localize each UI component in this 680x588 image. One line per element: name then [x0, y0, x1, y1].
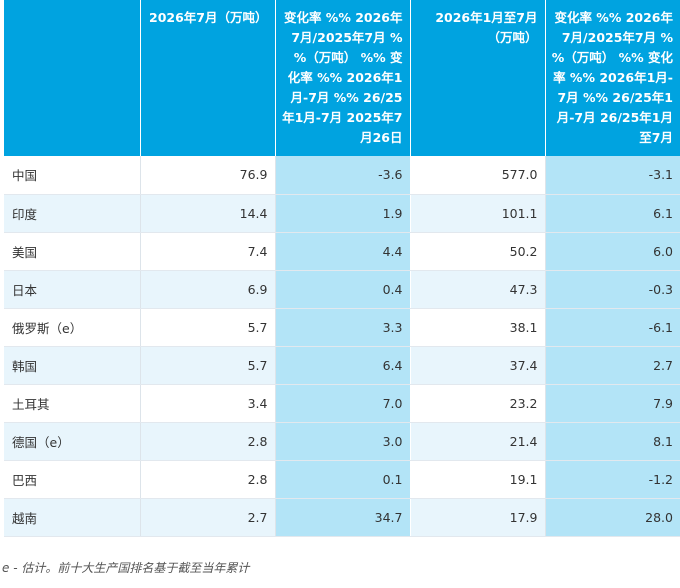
country-cell: 巴西	[4, 460, 141, 499]
ytd-change-cell: 28.0	[545, 498, 680, 537]
header-ytd: 2026年1月至7月（万吨）	[410, 0, 546, 156]
july-value-cell: 2.8	[140, 422, 276, 461]
country-cell: 印度	[4, 194, 141, 233]
july-value-cell: 5.7	[140, 308, 276, 347]
table-row: 俄罗斯（e） 5.7 3.3 38.1 -6.1	[4, 308, 680, 347]
table-body: 中国 76.9 -3.6 577.0 -3.1 印度 14.4 1.9 101.…	[4, 156, 680, 537]
country-cell: 中国	[4, 156, 141, 195]
ytd-value-cell: 101.1	[410, 194, 546, 233]
table-row: 越南 2.7 34.7 17.9 28.0	[4, 498, 680, 537]
country-cell: 俄罗斯（e）	[4, 308, 141, 347]
july-value-cell: 14.4	[140, 194, 276, 233]
july-change-cell: -3.6	[275, 156, 411, 195]
table-row: 美国 7.4 4.4 50.2 6.0	[4, 232, 680, 271]
header-ytd-change: 变化率 %% 2026年7月/2025年7月 %%（万吨） %% 变化率 %% …	[545, 0, 680, 156]
july-value-cell: 5.7	[140, 346, 276, 385]
table-row: 印度 14.4 1.9 101.1 6.1	[4, 194, 680, 233]
ytd-change-cell: 6.0	[545, 232, 680, 271]
july-change-cell: 1.9	[275, 194, 411, 233]
table-row: 德国（e） 2.8 3.0 21.4 8.1	[4, 422, 680, 461]
table-header: 2026年7月（万吨） 变化率 %% 2026年7月/2025年7月 %%（万吨…	[4, 0, 680, 156]
ytd-change-cell: -6.1	[545, 308, 680, 347]
july-change-cell: 6.4	[275, 346, 411, 385]
july-value-cell: 3.4	[140, 384, 276, 423]
table-row: 韩国 5.7 6.4 37.4 2.7	[4, 346, 680, 385]
ytd-change-cell: -0.3	[545, 270, 680, 309]
ytd-value-cell: 577.0	[410, 156, 546, 195]
ytd-value-cell: 38.1	[410, 308, 546, 347]
ytd-change-cell: 7.9	[545, 384, 680, 423]
ytd-value-cell: 23.2	[410, 384, 546, 423]
country-cell: 土耳其	[4, 384, 141, 423]
ytd-change-cell: 6.1	[545, 194, 680, 233]
country-cell: 德国（e）	[4, 422, 141, 461]
ytd-value-cell: 19.1	[410, 460, 546, 499]
july-change-cell: 4.4	[275, 232, 411, 271]
july-change-cell: 3.0	[275, 422, 411, 461]
country-cell: 美国	[4, 232, 141, 271]
ytd-change-cell: -1.2	[545, 460, 680, 499]
production-table: 2026年7月（万吨） 变化率 %% 2026年7月/2025年7月 %%（万吨…	[4, 0, 680, 537]
table-row: 中国 76.9 -3.6 577.0 -3.1	[4, 156, 680, 195]
table-row: 日本 6.9 0.4 47.3 -0.3	[4, 270, 680, 309]
ytd-value-cell: 37.4	[410, 346, 546, 385]
july-change-cell: 34.7	[275, 498, 411, 537]
july-value-cell: 2.7	[140, 498, 276, 537]
july-change-cell: 3.3	[275, 308, 411, 347]
header-country	[4, 0, 141, 156]
july-value-cell: 6.9	[140, 270, 276, 309]
july-change-cell: 0.1	[275, 460, 411, 499]
ytd-change-cell: -3.1	[545, 156, 680, 195]
country-cell: 越南	[4, 498, 141, 537]
july-value-cell: 7.4	[140, 232, 276, 271]
ytd-value-cell: 50.2	[410, 232, 546, 271]
july-change-cell: 7.0	[275, 384, 411, 423]
ytd-value-cell: 47.3	[410, 270, 546, 309]
july-value-cell: 2.8	[140, 460, 276, 499]
header-july-change: 变化率 %% 2026年7月/2025年7月 %%（万吨） %% 变化率 %% …	[275, 0, 411, 156]
country-cell: 韩国	[4, 346, 141, 385]
july-change-cell: 0.4	[275, 270, 411, 309]
header-july: 2026年7月（万吨）	[140, 0, 276, 156]
country-cell: 日本	[4, 270, 141, 309]
ytd-change-cell: 8.1	[545, 422, 680, 461]
table-row: 土耳其 3.4 7.0 23.2 7.9	[4, 384, 680, 423]
header-row: 2026年7月（万吨） 变化率 %% 2026年7月/2025年7月 %%（万吨…	[4, 0, 680, 156]
ytd-change-cell: 2.7	[545, 346, 680, 385]
ytd-value-cell: 21.4	[410, 422, 546, 461]
july-value-cell: 76.9	[140, 156, 276, 195]
ytd-value-cell: 17.9	[410, 498, 546, 537]
table-row: 巴西 2.8 0.1 19.1 -1.2	[4, 460, 680, 499]
footnote: e - 估计。前十大生产国排名基于截至当年累计	[2, 561, 250, 575]
